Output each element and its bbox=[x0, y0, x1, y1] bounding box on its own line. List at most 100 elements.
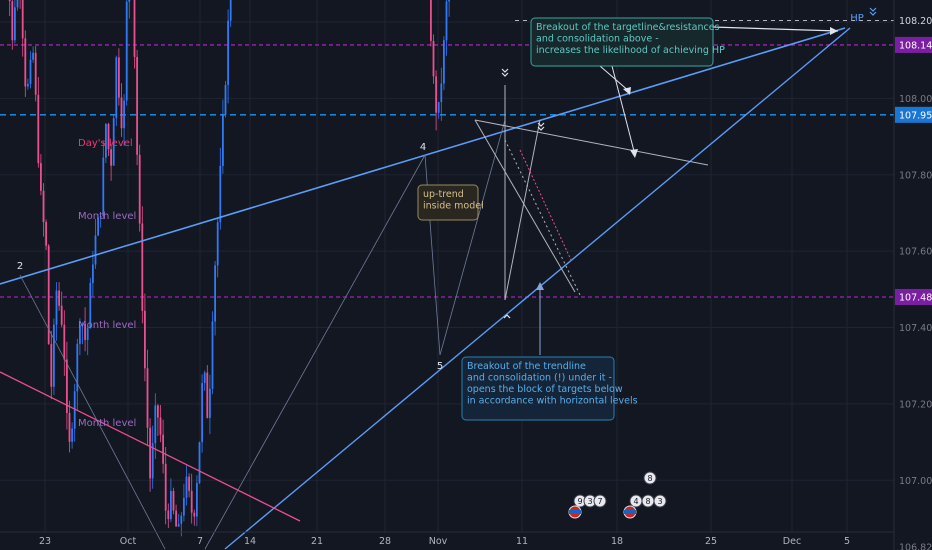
candle-body bbox=[216, 222, 219, 266]
candle-body bbox=[443, 40, 445, 84]
candle-body bbox=[149, 427, 151, 479]
annotation-uptrend-box bbox=[417, 184, 479, 221]
candle-body bbox=[133, 0, 136, 58]
annotation-hp-text: increases the likelihood of achieving HP bbox=[536, 45, 725, 56]
candle-body bbox=[53, 324, 55, 387]
x-tick-label: 7 bbox=[197, 536, 203, 547]
candle-body bbox=[214, 265, 216, 322]
x-tick-label: Nov bbox=[429, 536, 448, 547]
wave-label: 2 bbox=[17, 261, 23, 272]
candle-body bbox=[440, 83, 443, 103]
level-label: Month level bbox=[78, 418, 136, 429]
wave-connector-line bbox=[439, 119, 506, 356]
candle-body bbox=[177, 523, 180, 527]
candle-body bbox=[437, 102, 440, 113]
candle-body bbox=[185, 476, 188, 498]
y-tick-label: 108.000 bbox=[899, 94, 932, 105]
candle-body bbox=[209, 388, 211, 418]
candle-body bbox=[8, 0, 11, 2]
candle-body bbox=[16, 0, 19, 8]
level-label: Month level bbox=[78, 320, 136, 331]
candle-body bbox=[94, 235, 97, 265]
candle-body bbox=[167, 510, 170, 520]
candle-body bbox=[14, 7, 16, 41]
chevron-down-icon bbox=[537, 122, 545, 127]
candle-body bbox=[172, 490, 175, 511]
candle-body bbox=[81, 323, 84, 326]
candle-body bbox=[175, 510, 177, 527]
y-tick-label: 107.400 bbox=[899, 323, 932, 334]
annotation-breakout-text: opens the block of targets below bbox=[467, 384, 623, 395]
annotation-hp-text: Breakout of the targetline&resistances bbox=[536, 22, 720, 33]
candle-body bbox=[432, 40, 435, 77]
price-label-box bbox=[895, 106, 932, 123]
candle-body bbox=[430, 0, 432, 41]
price-label-box bbox=[895, 539, 932, 550]
candle-body bbox=[32, 52, 34, 60]
level-label: Day's level bbox=[78, 138, 133, 149]
candle-body bbox=[201, 383, 203, 443]
model-line bbox=[504, 119, 541, 301]
candle-body bbox=[198, 442, 201, 483]
candle-body bbox=[164, 463, 167, 511]
candle-body bbox=[136, 57, 138, 155]
annotation-arrow-line bbox=[611, 65, 636, 156]
candle-body bbox=[170, 490, 172, 520]
candle-body bbox=[219, 165, 222, 223]
model-line bbox=[504, 139, 581, 296]
upper-trendline bbox=[0, 27, 846, 285]
chevron-down-icon bbox=[869, 11, 877, 16]
candle-body bbox=[115, 57, 118, 119]
x-tick-label: 18 bbox=[611, 536, 623, 547]
candle-body bbox=[435, 76, 437, 113]
candle-body bbox=[193, 512, 196, 517]
x-tick-label: 5 bbox=[844, 536, 850, 547]
annotation-arrow-head bbox=[623, 87, 631, 95]
candle-body bbox=[86, 328, 89, 340]
candle-body bbox=[159, 417, 162, 435]
model-line bbox=[474, 119, 576, 293]
y-tick-label: 107.000 bbox=[899, 476, 932, 487]
projection-line bbox=[519, 149, 573, 263]
candle-body bbox=[128, 0, 131, 2]
flag-icon-stripe bbox=[569, 510, 581, 514]
annotation-arrow-head bbox=[630, 149, 638, 158]
event-badge-label: 8 bbox=[647, 474, 652, 483]
event-badge-label: 7 bbox=[597, 497, 602, 506]
candle-body bbox=[118, 57, 120, 98]
candle-body bbox=[89, 282, 92, 329]
candle-body bbox=[47, 245, 50, 344]
event-badge bbox=[643, 471, 657, 485]
annotation-uptrend-text: inside model bbox=[423, 201, 484, 212]
candle-body bbox=[29, 59, 32, 84]
event-badge-label: 3 bbox=[587, 497, 592, 506]
event-badge bbox=[653, 494, 667, 508]
resistance-targetline bbox=[474, 119, 709, 166]
annotation-uptrend-text: up-trend bbox=[423, 189, 464, 200]
candle-body bbox=[84, 323, 86, 340]
annotation-hp-box bbox=[530, 17, 714, 67]
event-badge-label: 4 bbox=[633, 497, 638, 506]
wave-connector-line bbox=[204, 154, 426, 550]
candle-body bbox=[188, 476, 190, 491]
y-tick-label: 107.200 bbox=[899, 399, 932, 410]
candle-body bbox=[37, 94, 40, 164]
candle-body bbox=[45, 222, 47, 246]
candle-body bbox=[92, 264, 94, 283]
candle-body bbox=[227, 20, 229, 85]
event-badge bbox=[593, 494, 607, 508]
price-label: 107.480 bbox=[899, 292, 932, 303]
candle-body bbox=[11, 1, 14, 41]
price-label-box bbox=[895, 12, 932, 29]
candle-body bbox=[448, 0, 450, 2]
candle-body bbox=[196, 482, 198, 517]
candle-body bbox=[203, 372, 206, 384]
candle-body bbox=[123, 100, 125, 129]
candle-body bbox=[112, 118, 115, 166]
price-label: 107.957 bbox=[899, 110, 932, 121]
annotation-breakout-box bbox=[461, 356, 615, 421]
x-tick-label: 28 bbox=[379, 536, 391, 547]
candle-body bbox=[97, 217, 99, 236]
